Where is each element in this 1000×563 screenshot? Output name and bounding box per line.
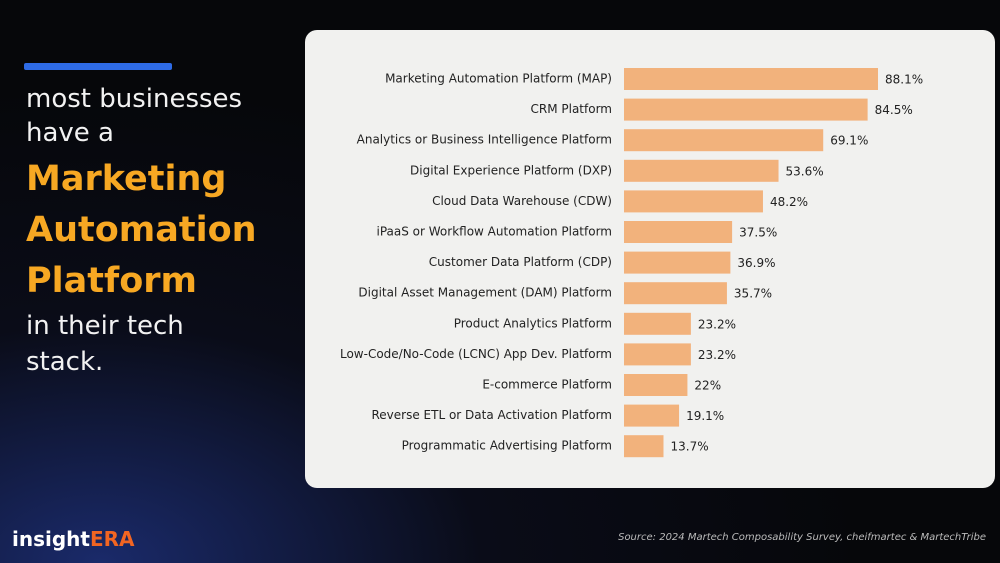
bar	[624, 159, 779, 182]
bar	[624, 282, 727, 305]
category-label: Digital Asset Management (DAM) Platform	[358, 286, 612, 300]
bar	[624, 129, 824, 152]
category-label: Reverse ETL or Data Activation Platform	[371, 408, 612, 422]
headline-line: most businesses	[26, 84, 243, 114]
logo-text: insight	[12, 527, 90, 551]
value-label: 69.1%	[830, 134, 868, 148]
headline-highlight: Automation	[26, 210, 257, 250]
bar	[624, 98, 868, 121]
category-label: iPaaS or Workflow Automation Platform	[377, 225, 613, 239]
value-label: 22%	[694, 379, 721, 393]
value-label: 36.9%	[737, 256, 775, 270]
source-note: Source: 2024 Martech Composability Surve…	[618, 532, 986, 543]
bar	[624, 251, 731, 274]
value-label: 88.1%	[885, 73, 923, 87]
value-label: 53.6%	[786, 164, 824, 178]
category-label: Digital Experience Platform (DXP)	[410, 163, 612, 177]
value-label: 48.2%	[770, 195, 808, 209]
category-label: Marketing Automation Platform (MAP)	[385, 72, 612, 86]
bar	[624, 374, 688, 396]
bar	[624, 312, 691, 335]
headline-line: in their tech	[26, 311, 184, 341]
value-label: 13.7%	[670, 440, 708, 454]
category-label: Product Analytics Platform	[454, 316, 612, 330]
category-label: CRM Platform	[531, 102, 613, 116]
category-label: Cloud Data Warehouse (CDW)	[432, 194, 612, 208]
bar	[624, 190, 763, 213]
headline-line: have a	[26, 118, 114, 148]
value-label: 19.1%	[686, 409, 724, 423]
headline-highlight: Platform	[26, 261, 198, 301]
bar	[624, 68, 878, 90]
value-label: 35.7%	[734, 287, 772, 301]
logo-text: ERA	[89, 527, 135, 551]
headline-highlight: Marketing	[26, 159, 227, 199]
category-label: E-commerce Platform	[482, 378, 612, 392]
bar	[624, 404, 680, 427]
value-label: 37.5%	[739, 226, 777, 240]
logo: insightERA	[12, 527, 135, 551]
headline-line: stack.	[26, 347, 104, 377]
category-label: Low-Code/No-Code (LCNC) App Dev. Platfor…	[340, 347, 612, 361]
category-label: Analytics or Business Intelligence Platf…	[357, 133, 612, 147]
bar	[624, 221, 733, 243]
accent-bar	[24, 63, 172, 70]
category-label: Programmatic Advertising Platform	[402, 439, 612, 453]
value-label: 23.2%	[698, 348, 736, 362]
value-label: 84.5%	[875, 103, 913, 117]
bar	[624, 435, 664, 458]
category-label: Customer Data Platform (CDP)	[429, 255, 612, 269]
bar	[624, 343, 691, 366]
value-label: 23.2%	[698, 317, 736, 331]
